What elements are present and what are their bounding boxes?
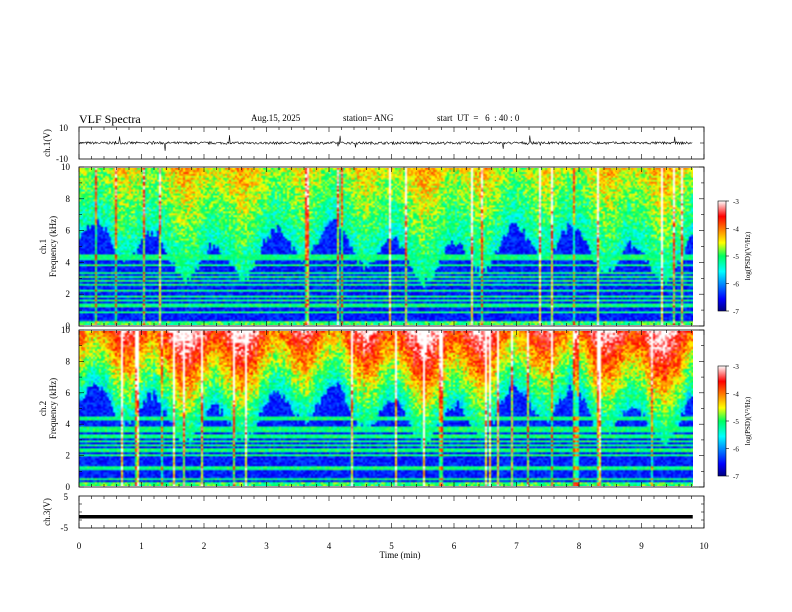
header-station: station= ANG: [343, 113, 394, 123]
ch1-spectrogram-panel: [78, 166, 705, 327]
ch2-ytick-label: 10: [61, 325, 71, 335]
ch2-colorbar-tick-label: -7: [733, 473, 739, 481]
ch1-ytick-label: 0: [66, 321, 71, 331]
x-tick-label: 4: [327, 541, 332, 551]
ch2-ytick-label: 6: [66, 388, 71, 398]
ch2-ytick-label: 2: [66, 451, 71, 461]
ch2-ylabel-channel: ch.2: [38, 401, 48, 416]
header-date: Aug.15, 2025: [251, 113, 301, 123]
ch1-spectrogram-image: [79, 168, 693, 325]
ch2-colorbar-tick-label: -5: [733, 418, 739, 426]
x-tick-label: 10: [700, 541, 710, 551]
ch2-colorbar-tick-label: -6: [733, 446, 739, 454]
ch1-ytick-label: 2: [66, 289, 71, 299]
ch1-colorbar-tick-label: -7: [733, 308, 739, 316]
ch1-colorbar-scale: [717, 200, 727, 312]
ch2-colorbar-tick-label: -4: [733, 391, 739, 399]
x-tick-label: 0: [77, 541, 82, 551]
ch2-ytick-label: 0: [66, 482, 71, 492]
ch2-colorbar-scale: [717, 365, 727, 477]
ch1-waveform-line: [78, 135, 693, 151]
ch1-ytick-label: 10: [61, 162, 71, 172]
ch1-ytick-label: 6: [66, 226, 71, 236]
ch1-ytick-label: 8: [66, 194, 71, 204]
ch1-colorbar: [717, 200, 727, 312]
ch2-colorbar-tick-label: -3: [733, 363, 739, 371]
ch2-colorbar: [717, 365, 727, 477]
x-tick-label: 5: [389, 541, 394, 551]
ch3-ylabel: ch.3(V): [42, 498, 52, 526]
ch1-ytick-label: 4: [66, 257, 71, 267]
ch2-spectrogram-image: [79, 331, 693, 486]
ch1-colorbar-tick-label: -4: [733, 226, 739, 234]
ch3-ytick-label: 5: [64, 492, 69, 502]
ch1-ytick-label: 10: [59, 123, 69, 133]
ch1-ylabel-channel: ch.1: [38, 239, 48, 254]
ch1-colorbar-tick-label: -3: [733, 198, 739, 206]
ch3-ytick-label: -5: [61, 523, 69, 533]
x-tick-label: 3: [264, 541, 269, 551]
header-start-time: start UT = 6 : 40 : 0: [437, 113, 520, 123]
x-tick-label: 8: [577, 541, 582, 551]
ch2-spectrogram-panel: [78, 329, 705, 488]
ch1-colorbar-tick-label: -5: [733, 253, 739, 261]
x-tick-label: 6: [452, 541, 457, 551]
ch1-ytick-label: -10: [56, 154, 68, 164]
x-tick-label: 1: [139, 541, 144, 551]
ch2-colorbar-label: log(PSD)(V²/Hz): [744, 396, 752, 445]
x-axis-label: Time (min): [380, 550, 421, 560]
ch2-ylabel-frequency: Frequency (kHz): [48, 378, 58, 439]
x-tick-label: 2: [202, 541, 207, 551]
ch1-ylabel-frequency: Frequency (kHz): [48, 216, 58, 277]
ch1-ylabel: ch.1(V): [42, 129, 52, 157]
ch1-colorbar-label: log(PSD)(V²/Hz): [744, 231, 752, 280]
x-tick-label: 9: [639, 541, 644, 551]
x-tick-label: 7: [514, 541, 519, 551]
ch2-ytick-label: 4: [66, 419, 71, 429]
ch1-colorbar-tick-label: -6: [733, 281, 739, 289]
ch2-ytick-label: 8: [66, 356, 71, 366]
figure-title: VLF Spectra: [79, 112, 141, 126]
